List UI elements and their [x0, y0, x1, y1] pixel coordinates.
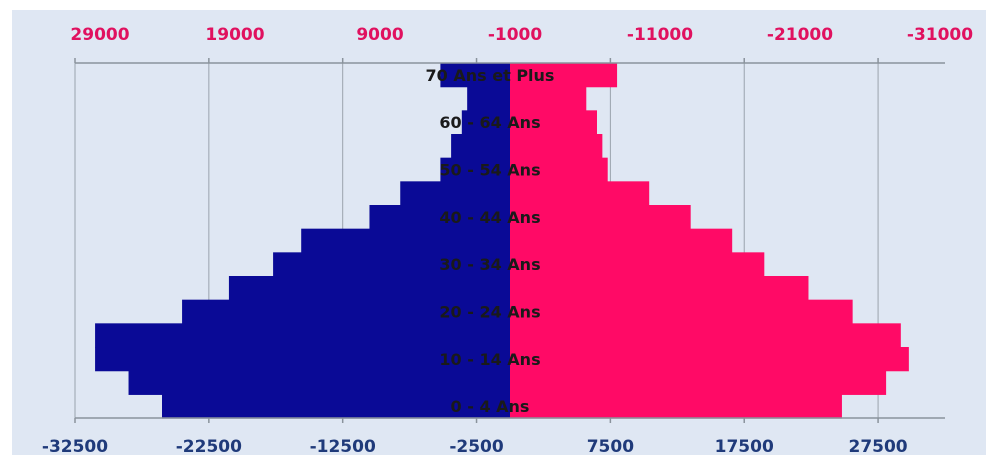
- bar-left-12: [461, 110, 510, 135]
- bar-left-6: [273, 252, 510, 277]
- bar-right-9: [510, 181, 650, 206]
- bar-left-3: [95, 323, 511, 348]
- bar-left-7: [301, 228, 510, 253]
- bar-right-11: [510, 134, 603, 159]
- bar-left-14: [440, 63, 510, 88]
- bar-left-0: [162, 394, 510, 419]
- category-label: 0 - 4 Ans: [451, 397, 530, 416]
- bar-right-3: [510, 323, 901, 348]
- bottom-tick-label: 7500: [587, 437, 634, 457]
- bar-left-10: [440, 157, 510, 182]
- top-tick-label: -11000: [627, 25, 693, 45]
- category-label: 50 - 54 Ans: [439, 161, 540, 180]
- bar-left-4: [182, 299, 511, 324]
- bottom-tick-label: -2500: [449, 437, 504, 457]
- bar-right-14: [510, 63, 618, 88]
- top-tick-label: 9000: [356, 25, 403, 45]
- bar-right-4: [510, 299, 853, 324]
- bottom-tick-label: -12500: [310, 437, 376, 457]
- category-label: 20 - 24 Ans: [439, 303, 540, 322]
- bar-left-8: [369, 205, 510, 230]
- bar-right-1: [510, 370, 887, 395]
- bars: [95, 63, 909, 419]
- bar-left-13: [467, 86, 510, 111]
- category-label: 70 Ans et Plus: [426, 66, 555, 85]
- bottom-tick-label: 17500: [715, 437, 774, 457]
- top-tick-label: 19000: [205, 25, 264, 45]
- category-labels: 0 - 4 Ans 10 - 14 Ans 20 - 24 Ans 30 - 34 A…: [426, 66, 555, 416]
- bar-right-5: [510, 276, 809, 301]
- bottom-axis-ticks: -32500 -22500 -12500 -2500 7500 17500 27500: [42, 437, 908, 457]
- top-tick-label: -1000: [488, 25, 543, 45]
- bar-right-8: [510, 205, 691, 230]
- bar-right-7: [510, 228, 733, 253]
- bar-right-12: [510, 110, 597, 135]
- top-axis-ticks: 29000 19000 9000 -1000 -11000 -21000 -31000: [70, 25, 973, 45]
- bar-right-0: [510, 394, 842, 419]
- top-tick-label: 29000: [70, 25, 129, 45]
- bar-right-2: [510, 347, 909, 372]
- bar-right-10: [510, 157, 608, 182]
- category-label: 10 - 14 Ans: [439, 350, 540, 369]
- bar-left-11: [451, 134, 510, 159]
- bottom-tick-label: 27500: [848, 437, 907, 457]
- top-tick-label: -31000: [907, 25, 973, 45]
- bar-left-5: [228, 276, 510, 301]
- top-tick-label: -21000: [767, 25, 833, 45]
- bar-left-9: [400, 181, 510, 206]
- bottom-tick-label: -32500: [42, 437, 108, 457]
- category-label: 40 - 44 Ans: [439, 208, 540, 227]
- category-label: 30 - 34 Ans: [439, 255, 540, 274]
- bar-left-1: [128, 370, 511, 395]
- bar-right-13: [510, 86, 587, 111]
- bottom-tick-label: -22500: [176, 437, 242, 457]
- axes: [74, 58, 945, 423]
- bar-right-6: [510, 252, 765, 277]
- category-label: 60 - 64 Ans: [439, 113, 540, 132]
- bar-left-2: [95, 347, 511, 372]
